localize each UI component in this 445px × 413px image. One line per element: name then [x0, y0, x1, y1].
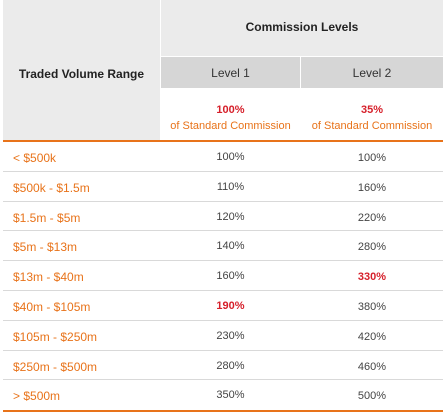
range-cell: < $500k [13, 151, 57, 165]
range-header: Traded Volume Range [18, 67, 145, 81]
level-2-label: Level 2 [352, 66, 392, 80]
commission-levels-header-cell: Commission Levels [161, 0, 443, 57]
range-cell: $13m - $40m [13, 270, 84, 285]
range-cell: $250m - $500m [13, 359, 98, 374]
level-2-cell: 420% [357, 330, 387, 343]
range-cell: > $500m [13, 389, 61, 404]
level-2-header: Level 2 [301, 57, 443, 88]
level-1-cell: 350% [216, 389, 245, 402]
level-2-standard-label: of Standard Commission [311, 120, 433, 132]
range-cell: $5m - $13m [13, 240, 78, 255]
table-row: $500k - $1.5m 110% 160% [3, 172, 443, 202]
level-2-cell: 500% [357, 390, 387, 403]
table-row: $5m - $13m 140% 280% [3, 231, 443, 262]
header-underline [3, 140, 443, 142]
table-body: < $500k 100% 100% $500k - $1.5m 110% 160… [3, 142, 443, 410]
level-2-cell: 100% [357, 152, 387, 164]
level-2-cell: 380% [357, 300, 387, 313]
table-row: < $500k 100% 100% [3, 142, 443, 172]
table-row: $40m - $105m 190% 380% [3, 291, 443, 321]
table-row: $13m - $40m 160% 330% [3, 261, 443, 291]
level-1-cell: 160% [216, 270, 245, 283]
commission-levels-title: Commission Levels [245, 20, 359, 34]
header-divider [300, 57, 301, 140]
level-1-cell: 140% [216, 240, 245, 253]
level-2-cell: 160% [357, 181, 387, 194]
level-1-header: Level 1 [161, 57, 300, 88]
level-2-cell: 220% [357, 211, 387, 224]
level-1-cell: 110% [216, 180, 245, 193]
commission-table: Traded Volume Range Commission Levels Le… [3, 0, 443, 412]
level-2-cell-highlighted: 330% [357, 271, 387, 284]
level-1-cell: 230% [216, 329, 245, 342]
level-2-cell: 280% [357, 241, 387, 254]
level-1-standard-note: 100% of Standard Commission [161, 88, 300, 140]
level-2-standard-note: 35% of Standard Commission [301, 88, 443, 140]
range-cell: $1.5m - $5m [13, 210, 81, 225]
level-1-cell: 280% [216, 359, 245, 372]
range-cell: $105m - $250m [13, 329, 98, 344]
table-row: > $500m 350% 500% [3, 380, 443, 410]
level-1-cell: 100% [216, 151, 245, 163]
level-1-label: Level 1 [211, 66, 250, 80]
range-header-cell: Traded Volume Range [3, 0, 161, 140]
range-cell: $40m - $105m [13, 299, 91, 314]
level-1-standard-pct: 100% [216, 104, 245, 116]
table-row: $250m - $500m 280% 460% [3, 351, 443, 381]
level-1-standard-label: of Standard Commission [170, 120, 291, 132]
table-row: $1.5m - $5m 120% 220% [3, 202, 443, 232]
level-1-cell-highlighted: 190% [216, 299, 245, 312]
level-2-cell: 460% [357, 360, 387, 373]
level-2-standard-pct: 35% [360, 104, 384, 116]
range-cell: $500k - $1.5m [13, 180, 90, 195]
table-row: $105m - $250m 230% 420% [3, 321, 443, 351]
level-1-cell: 120% [216, 210, 245, 223]
table-bottom-border [3, 410, 443, 412]
